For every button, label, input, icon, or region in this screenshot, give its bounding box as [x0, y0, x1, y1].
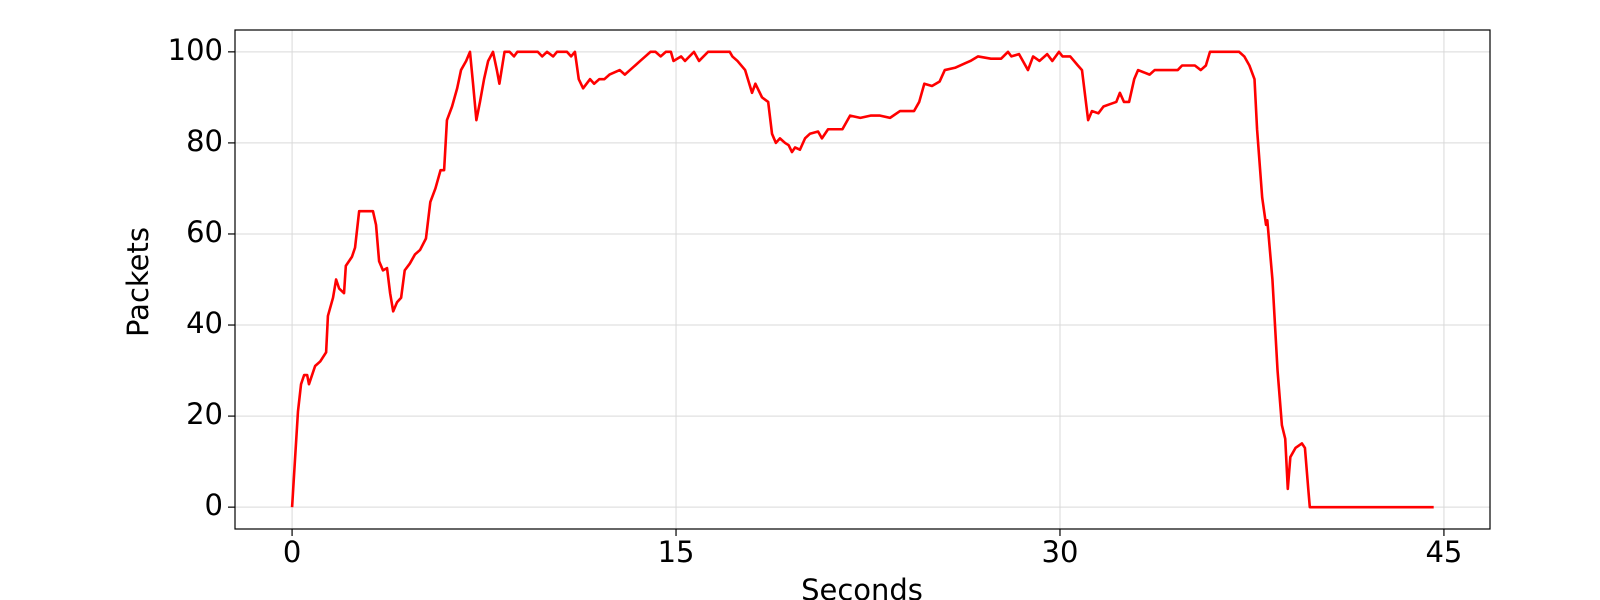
y-axis-label: Packets [121, 227, 155, 337]
y-tick-label: 80 [186, 124, 223, 158]
x-tick-label: 45 [1425, 535, 1462, 569]
plot-frame [234, 29, 1491, 530]
x-axis-label: Seconds [801, 573, 923, 600]
y-tick-label: 100 [168, 33, 223, 67]
x-tick-label: 0 [283, 535, 301, 569]
y-tick-label: 60 [186, 215, 223, 249]
x-tick-label: 30 [1042, 535, 1079, 569]
data-line [290, 50, 1434, 509]
x-tick-label: 15 [658, 535, 695, 569]
y-tick-label: 0 [205, 488, 223, 522]
y-tick-label: 20 [186, 397, 223, 431]
y-tick-label: 40 [186, 306, 223, 340]
